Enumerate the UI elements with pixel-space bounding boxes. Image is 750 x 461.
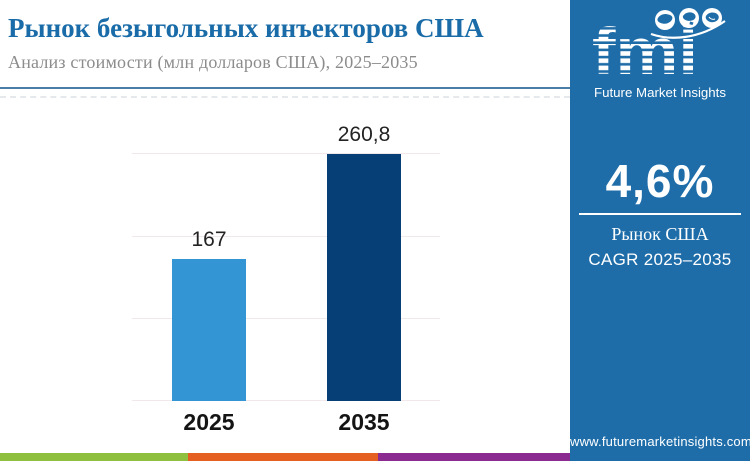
x-axis-label-2025: 2025 (183, 409, 235, 435)
bar-value-label-2035: 260,8 (337, 123, 391, 146)
header-divider (0, 87, 570, 89)
logo-globe-icons (655, 8, 722, 30)
page-title: Рынок безыгольных инъекторов США (8, 13, 484, 43)
bottom-color-stripe (0, 453, 570, 461)
website-link[interactable]: www.futuremarketinsights.com (570, 434, 750, 449)
fmi-logo: fmi Future Market Insights (593, 8, 727, 100)
bar-2025: 167 (172, 228, 246, 401)
fmi-logo-text: fmi (593, 14, 698, 88)
sidebar: fmi Future Market Insights 4,6% Рынок СШ… (570, 0, 750, 461)
stat-label-market: Рынок США (611, 224, 709, 244)
header-dashed-divider (0, 96, 570, 98)
cagr-value: 4,6% (605, 155, 715, 207)
stripe-green-segment (0, 453, 188, 461)
bar-value-label-2025: 167 (191, 228, 227, 251)
cagr-stat-block: 4,6% Рынок США CAGR 2025–2035 (570, 158, 750, 270)
x-axis-label-2035: 2035 (338, 409, 390, 435)
gridline-baseline (132, 400, 440, 401)
stat-divider (579, 213, 741, 215)
logo-caption: Future Market Insights (594, 85, 727, 100)
stat-label-cagr-period: CAGR 2025–2035 (588, 249, 732, 269)
bar-chart-plot: 167 260,8 2025 2035 (132, 123, 440, 435)
page-subtitle: Анализ стоимости (млн долларов США), 202… (8, 52, 418, 72)
gridline (132, 153, 440, 154)
stripe-purple-segment (378, 453, 570, 461)
gridline (132, 318, 440, 319)
bar-2035: 260,8 (327, 123, 401, 401)
stripe-orange-segment (188, 453, 378, 461)
gridline (132, 236, 440, 237)
chart-card: Рынок безыгольных инъекторов США Анализ … (0, 13, 570, 461)
